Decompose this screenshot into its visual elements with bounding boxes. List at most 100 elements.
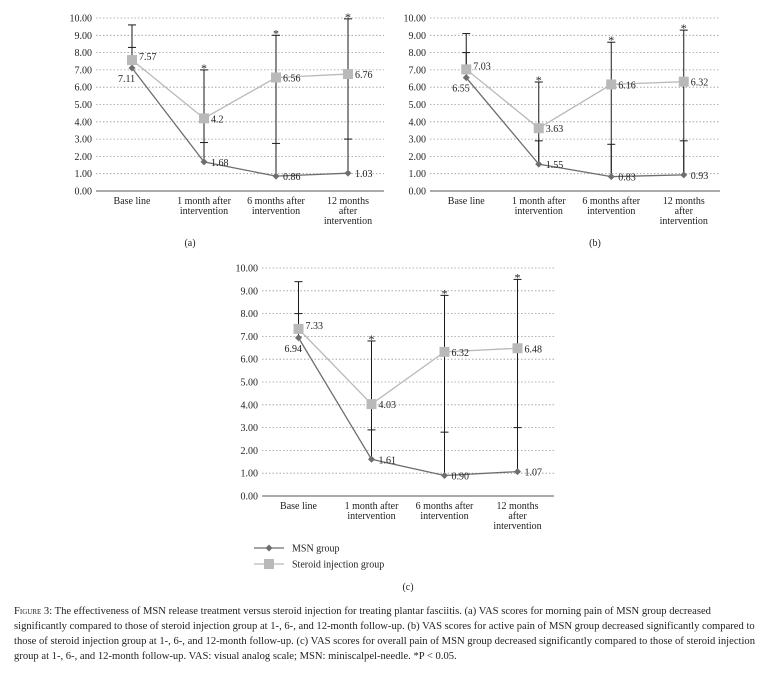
steroid-data-label: 7.33 [306,321,324,332]
steroid-data-label: 6.76 [355,70,373,81]
steroid-point [439,346,450,357]
steroid-series-line [465,68,684,129]
msn-data-label: 0.86 [283,172,301,183]
significance-marker: * [536,73,542,87]
steroid-point [271,72,281,83]
y-tick-label: 7.00 [409,65,427,76]
msn-point [295,334,302,342]
x-tick-label: after [339,206,358,217]
x-tick-label: 1 month after [345,501,400,512]
p-value-note: *P < 0.05. [413,651,457,662]
x-tick-label: intervention [180,206,228,217]
y-tick-label: 8.00 [241,309,259,320]
msn-point [680,171,688,179]
msn-point [128,64,136,72]
significance-marker: * [369,332,375,346]
y-tick-label: 9.00 [241,286,259,297]
msn-point [344,169,352,177]
y-tick-label: 10.00 [70,14,93,25]
x-tick-label: after [508,511,527,522]
y-tick-label: 5.00 [409,100,427,111]
msn-series-line [131,67,349,177]
y-tick-label: 0.00 [409,187,427,198]
x-tick-label: Base line [114,196,151,207]
significance-marker: * [515,270,521,284]
x-tick-label: intervention [515,206,563,217]
panel-label: (b) [589,238,601,249]
significance-marker: * [345,10,351,24]
steroid-data-label: 7.57 [139,52,157,63]
x-tick-label: 12 months [327,196,369,207]
msn-data-label: 0.90 [452,471,470,482]
significance-marker: * [608,33,614,47]
significance-marker: * [442,286,448,300]
steroid-point [533,123,544,134]
figure-label: Figure 3: [14,606,53,617]
x-tick-label: intervention [493,521,541,532]
y-tick-label: 3.00 [409,135,427,146]
legend-msn-label: MSN group [292,544,340,555]
msn-point [514,468,521,476]
y-tick-label: 7.00 [75,65,93,76]
x-tick-label: 1 month after [177,196,232,207]
chart-legend: MSN group Steroid injection group [254,544,384,571]
msn-point [272,172,280,180]
msn-series-line [297,337,518,477]
msn-data-label: 0.83 [618,173,636,184]
y-tick-label: 0.00 [75,187,93,198]
steroid-point [293,323,304,334]
figure-3-charts: 10.00 9.00 8.00 7.00 6.00 5.00 4.00 3.00 2.00 1.0… [70,10,720,593]
y-tick-label: 8.00 [409,48,427,59]
steroid-point [127,55,137,66]
steroid-data-label: 6.56 [283,74,301,85]
panel-label: (a) [184,238,195,249]
chart-panel-b: 10.00 9.00 8.00 7.00 6.00 5.00 4.00 3.00 2.00 1.0… [404,14,720,249]
y-tick-label: 1.00 [409,169,427,180]
y-tick-label: 3.00 [241,423,259,434]
msn-data-label: 1.61 [379,455,397,466]
msn-data-label: 0.93 [691,171,709,182]
y-tick-label: 4.00 [241,400,259,411]
y-tick-label: 6.00 [409,83,427,94]
msn-data-label: 6.55 [452,84,470,95]
x-tick-label: 6 months after [582,196,640,207]
y-tick-label: 6.00 [241,355,259,366]
y-tick-label: 4.00 [75,117,93,128]
y-tick-label: 9.00 [75,31,93,42]
msn-point [368,455,375,463]
panel-label: (c) [402,582,413,593]
msn-point [535,160,543,168]
steroid-data-label: 4.2 [211,114,224,125]
x-tick-label: 1 month after [512,196,567,207]
steroid-data-label: 3.63 [546,124,564,135]
y-tick-label: 3.00 [75,135,93,146]
y-tick-label: 1.00 [75,169,93,180]
legend-steroid-marker [264,559,274,569]
x-tick-label: intervention [587,206,635,217]
steroid-point [512,343,523,354]
msn-series-line [465,77,684,178]
x-tick-label: Base line [448,196,485,207]
x-tick-label: 12 months [497,501,539,512]
significance-marker: * [681,21,687,35]
y-tick-label: 1.00 [241,469,259,480]
msn-point [607,173,615,181]
x-tick-label: 6 months after [247,196,305,207]
msn-data-label: 1.07 [525,468,543,479]
chart-panel-a: 10.00 9.00 8.00 7.00 6.00 5.00 4.00 3.00 2.00 1.0… [70,10,384,249]
steroid-data-label: 6.32 [691,78,709,89]
msn-data-label: 1.03 [355,169,373,180]
y-tick-label: 5.00 [241,378,259,389]
significance-marker: * [201,61,207,75]
y-tick-label: 5.00 [75,100,93,111]
msn-data-label: 1.55 [546,160,564,171]
steroid-point [678,76,689,87]
steroid-point [461,64,472,75]
y-tick-label: 4.00 [409,117,427,128]
msn-point [462,74,470,82]
steroid-point [199,113,209,124]
steroid-series-line [131,59,349,120]
x-tick-label: 6 months after [416,501,474,512]
figure-caption: Figure 3: The effectiveness of MSN relea… [14,604,762,664]
y-tick-label: 8.00 [75,48,93,59]
